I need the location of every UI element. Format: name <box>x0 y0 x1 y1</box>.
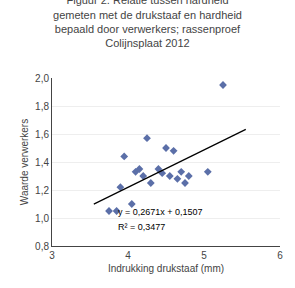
svg-text:6: 6 <box>277 250 283 261</box>
svg-text:5: 5 <box>201 250 207 261</box>
svg-text:1,0: 1,0 <box>35 213 49 224</box>
svg-text:1,6: 1,6 <box>35 129 49 140</box>
svg-text:Waarde verwerkers: Waarde verwerkers <box>19 119 30 205</box>
svg-text:1,2: 1,2 <box>35 185 49 196</box>
svg-text:3: 3 <box>49 250 55 261</box>
svg-text:1,4: 1,4 <box>35 157 49 168</box>
svg-text:Indrukking drukstaaf (mm): Indrukking drukstaaf (mm) <box>108 263 224 274</box>
svg-text:Figuur 2. Relatie tussen hardh: Figuur 2. Relatie tussen hardheidgemeten… <box>53 0 242 49</box>
svg-text:4: 4 <box>125 250 131 261</box>
svg-text:R² = 0,3477: R² = 0,3477 <box>118 222 165 232</box>
svg-text:1,8: 1,8 <box>35 101 49 112</box>
svg-text:y = 0,2671x + 0,1507: y = 0,2671x + 0,1507 <box>118 207 203 217</box>
svg-text:2,0: 2,0 <box>35 73 49 84</box>
svg-text:0,8: 0,8 <box>35 241 49 252</box>
